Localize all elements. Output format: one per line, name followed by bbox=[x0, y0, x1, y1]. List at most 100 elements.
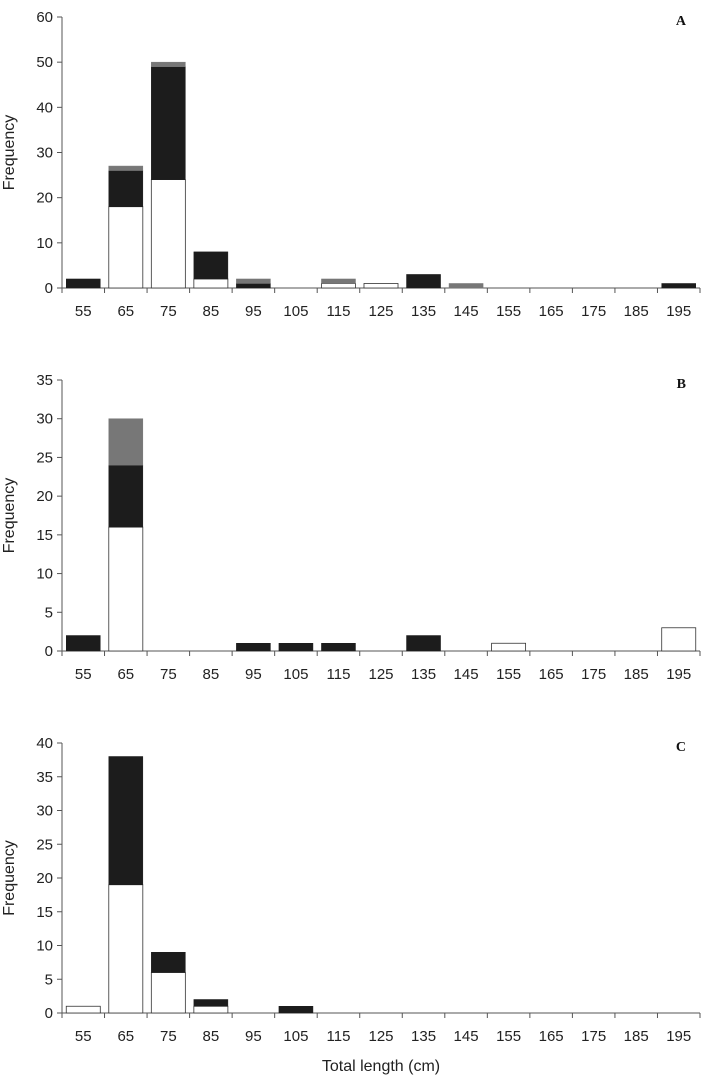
panel-c-bar-75-series-1 bbox=[150, 972, 186, 1014]
panel-a-bar-95-series-2 bbox=[236, 283, 271, 289]
panel-b-x-tick-label: 55 bbox=[75, 666, 92, 683]
panel-b-x-tick-label: 75 bbox=[160, 666, 177, 683]
panel-b-x-tick-label: 135 bbox=[411, 666, 436, 683]
panel-a-x-tick-label: 175 bbox=[581, 303, 606, 320]
panel-a-bar-65-series-1 bbox=[108, 206, 144, 289]
panel-c-panel-label: C bbox=[676, 740, 686, 755]
panel-b-x-tick-label: 165 bbox=[539, 666, 564, 683]
panel-c-x-tick-label: 95 bbox=[245, 1028, 262, 1045]
panel-a-x-tick-label: 125 bbox=[368, 303, 393, 320]
panel-c-bar-85-series-2 bbox=[193, 999, 229, 1007]
panel-b-y-tick-label: 25 bbox=[36, 449, 53, 466]
panel-a-bar-65-series-3 bbox=[108, 165, 144, 171]
panel-a-x-tick-label: 95 bbox=[245, 303, 262, 320]
panel-c-x-tick-label: 65 bbox=[117, 1028, 134, 1045]
panel-b-x-tick-label: 125 bbox=[368, 666, 393, 683]
panel-c-y-tick-label: 5 bbox=[45, 971, 53, 988]
panel-b-x-tick-label: 85 bbox=[203, 666, 220, 683]
panel-c-x-tick-label: 85 bbox=[203, 1028, 220, 1045]
panel-c-x-tick-label: 55 bbox=[75, 1028, 92, 1045]
panel-a-bar-85-series-1 bbox=[193, 278, 229, 289]
panel-b-bar-155-series-1 bbox=[491, 642, 527, 652]
panel-a-x-tick-label: 65 bbox=[117, 303, 134, 320]
panel-a-bar-195-series-2 bbox=[661, 283, 696, 289]
panel-c-x-tick-label: 185 bbox=[624, 1028, 649, 1045]
panel-b-y-tick-label: 35 bbox=[36, 372, 53, 389]
panel-a-x-tick-label: 105 bbox=[283, 303, 308, 320]
panel-b-y-tick-label: 0 bbox=[45, 643, 53, 660]
panel-c-bar-75-series-2 bbox=[151, 952, 186, 973]
panel-c-y-tick-label: 20 bbox=[36, 870, 53, 887]
panel-b-y-tick-label: 30 bbox=[36, 411, 53, 428]
panel-a-x-tick-label: 75 bbox=[160, 303, 177, 320]
panel-b-x-tick-label: 175 bbox=[581, 666, 606, 683]
panel-a-y-axis-title: Frequency bbox=[1, 115, 18, 191]
panel-b-bar-195-series-1 bbox=[661, 627, 697, 652]
panel-a-bar-115-series-3 bbox=[321, 278, 356, 284]
panel-b-bar-115-series-2 bbox=[321, 643, 356, 652]
panel-b-bar-65-series-2 bbox=[108, 464, 144, 528]
panel-a-bar-75-series-3 bbox=[151, 61, 186, 67]
panel-a-bar-115-series-1 bbox=[321, 283, 356, 289]
panel-c-x-tick-label: 155 bbox=[496, 1028, 521, 1045]
panel-b-y-axis-title: Frequency bbox=[1, 478, 18, 554]
panel-c-x-tick-label: 135 bbox=[411, 1028, 436, 1045]
panel-b-y-tick-label: 15 bbox=[36, 527, 53, 544]
panel-b-x-tick-label: 185 bbox=[624, 666, 649, 683]
panel-a-bar-125-series-1 bbox=[363, 283, 399, 289]
panel-c-x-axis-title: Total length (cm) bbox=[322, 1058, 440, 1075]
panel-a-y-tick-label: 10 bbox=[36, 235, 53, 252]
panel-b-x-tick-label: 195 bbox=[666, 666, 691, 683]
panel-c-y-tick-label: 40 bbox=[36, 735, 53, 752]
panel-a-bar-75-series-1 bbox=[150, 179, 186, 289]
panel-c-y-tick-label: 35 bbox=[36, 769, 53, 786]
panel-b-x-tick-label: 145 bbox=[454, 666, 479, 683]
panel-a-bar-55-series-2 bbox=[66, 278, 101, 289]
panel-b-x-tick-label: 155 bbox=[496, 666, 521, 683]
panel-a-bar-75-series-2 bbox=[151, 66, 186, 180]
panel-c-y-tick-label: 15 bbox=[36, 904, 53, 921]
panel-a-x-tick-label: 155 bbox=[496, 303, 521, 320]
panel-a-x-tick-label: 115 bbox=[327, 303, 351, 320]
panel-a-y-tick-label: 30 bbox=[36, 145, 53, 162]
panel-a-y-tick-label: 60 bbox=[36, 9, 53, 26]
panel-a-x-tick-label: 195 bbox=[666, 303, 691, 320]
panel-a-x-tick-label: 135 bbox=[411, 303, 436, 320]
panel-b-y-tick-label: 20 bbox=[36, 488, 53, 505]
panel-c-x-tick-label: 115 bbox=[327, 1028, 351, 1045]
panel-b-y-tick-label: 10 bbox=[36, 566, 53, 583]
panel-c-x-tick-label: 125 bbox=[368, 1028, 393, 1045]
panel-b-x-tick-label: 115 bbox=[327, 666, 351, 683]
panel-a-y-tick-label: 0 bbox=[45, 280, 53, 297]
panel-a-x-tick-label: 185 bbox=[624, 303, 649, 320]
panel-c-x-tick-label: 175 bbox=[581, 1028, 606, 1045]
panel-a-x-tick-label: 55 bbox=[75, 303, 92, 320]
panel-c-y-tick-label: 25 bbox=[36, 836, 53, 853]
panel-a-x-tick-label: 145 bbox=[454, 303, 479, 320]
panel-a-bar-85-series-2 bbox=[193, 251, 229, 280]
panel-b-x-tick-label: 65 bbox=[117, 666, 134, 683]
panel-c-y-axis-title: Frequency bbox=[1, 840, 18, 916]
panel-a-y-tick-label: 20 bbox=[36, 190, 53, 207]
panel-b-panel-label: B bbox=[677, 377, 686, 392]
panel-c-y-tick-label: 30 bbox=[36, 803, 53, 820]
panel-b-bar-55-series-2 bbox=[66, 635, 101, 652]
panel-a-bar-145-series-3 bbox=[448, 283, 484, 289]
panel-c-y-tick-label: 10 bbox=[36, 938, 53, 955]
panel-c-bar-105-series-2 bbox=[278, 1006, 314, 1014]
panel-b-y-tick-label: 5 bbox=[45, 604, 53, 621]
panel-c-x-tick-label: 75 bbox=[160, 1028, 177, 1045]
panel-a-bar-95-series-3 bbox=[236, 278, 271, 284]
panel-c-bar-65-series-2 bbox=[108, 756, 144, 885]
panel-a-panel-label: A bbox=[676, 14, 687, 29]
panel-c-x-tick-label: 195 bbox=[666, 1028, 691, 1045]
panel-c-y-tick-label: 0 bbox=[45, 1005, 53, 1022]
panel-a-bar-135-series-2 bbox=[406, 274, 441, 289]
panel-b-bar-65-series-3 bbox=[108, 418, 144, 466]
panel-b-x-tick-label: 95 bbox=[245, 666, 262, 683]
panel-a-x-tick-label: 85 bbox=[203, 303, 220, 320]
panel-c-bar-85-series-1 bbox=[193, 1005, 229, 1014]
panel-b-bar-65-series-1 bbox=[108, 526, 144, 652]
panel-a-x-tick-label: 165 bbox=[539, 303, 564, 320]
